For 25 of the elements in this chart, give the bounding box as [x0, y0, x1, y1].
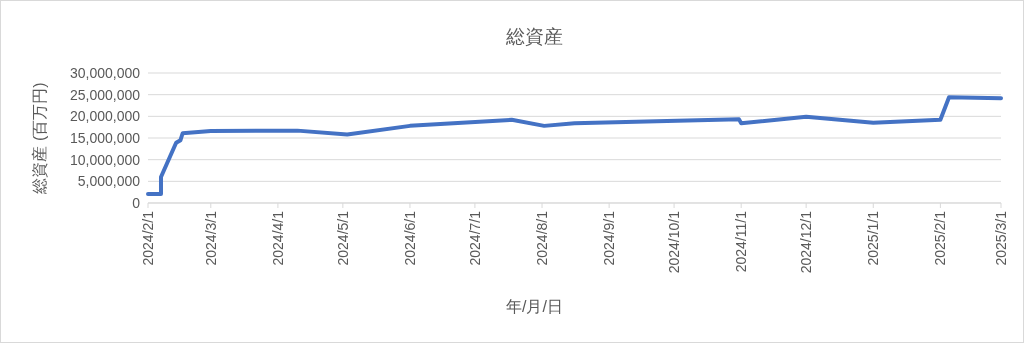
x-tick-label: 2024/12/1: [798, 210, 815, 274]
y-tick-label: 20,000,000: [69, 108, 141, 125]
x-tick-label: 2024/9/1: [601, 210, 618, 266]
x-axis-title: 年/月/日: [506, 298, 563, 315]
x-tick-label: 2024/7/1: [466, 210, 483, 266]
y-tick-label: 5,000,000: [77, 173, 141, 190]
x-tick-label: 2024/2/1: [140, 210, 156, 266]
x-tick-label: 2025/1/1: [865, 210, 882, 266]
y-tick-label: 10,000,000: [69, 151, 141, 168]
x-tick-label: 2024/3/1: [202, 210, 219, 266]
y-tick-label: 15,000,000: [69, 130, 141, 146]
x-tick-label: 2024/10/1: [666, 210, 683, 274]
x-tick-label: 2024/11/1: [733, 210, 750, 273]
chart-title: 総資産: [505, 26, 563, 47]
y-tick-label: 30,000,000: [69, 65, 141, 81]
line-series: [146, 95, 1003, 196]
x-tick-label: 2024/8/1: [534, 210, 551, 266]
x-tick-label: 2025/3/1: [993, 210, 1009, 266]
x-tick-label: 2025/2/1: [932, 210, 949, 266]
y-tick-label: 0: [132, 195, 141, 211]
x-tick-label: 2024/4/1: [269, 210, 286, 266]
y-tick-label: 25,000,000: [69, 86, 141, 103]
x-tick-label: 2024/6/1: [401, 210, 418, 266]
y-axis-title: 総資産 (百万円): [31, 82, 48, 195]
x-tick-label: 2024/5/1: [334, 210, 351, 266]
